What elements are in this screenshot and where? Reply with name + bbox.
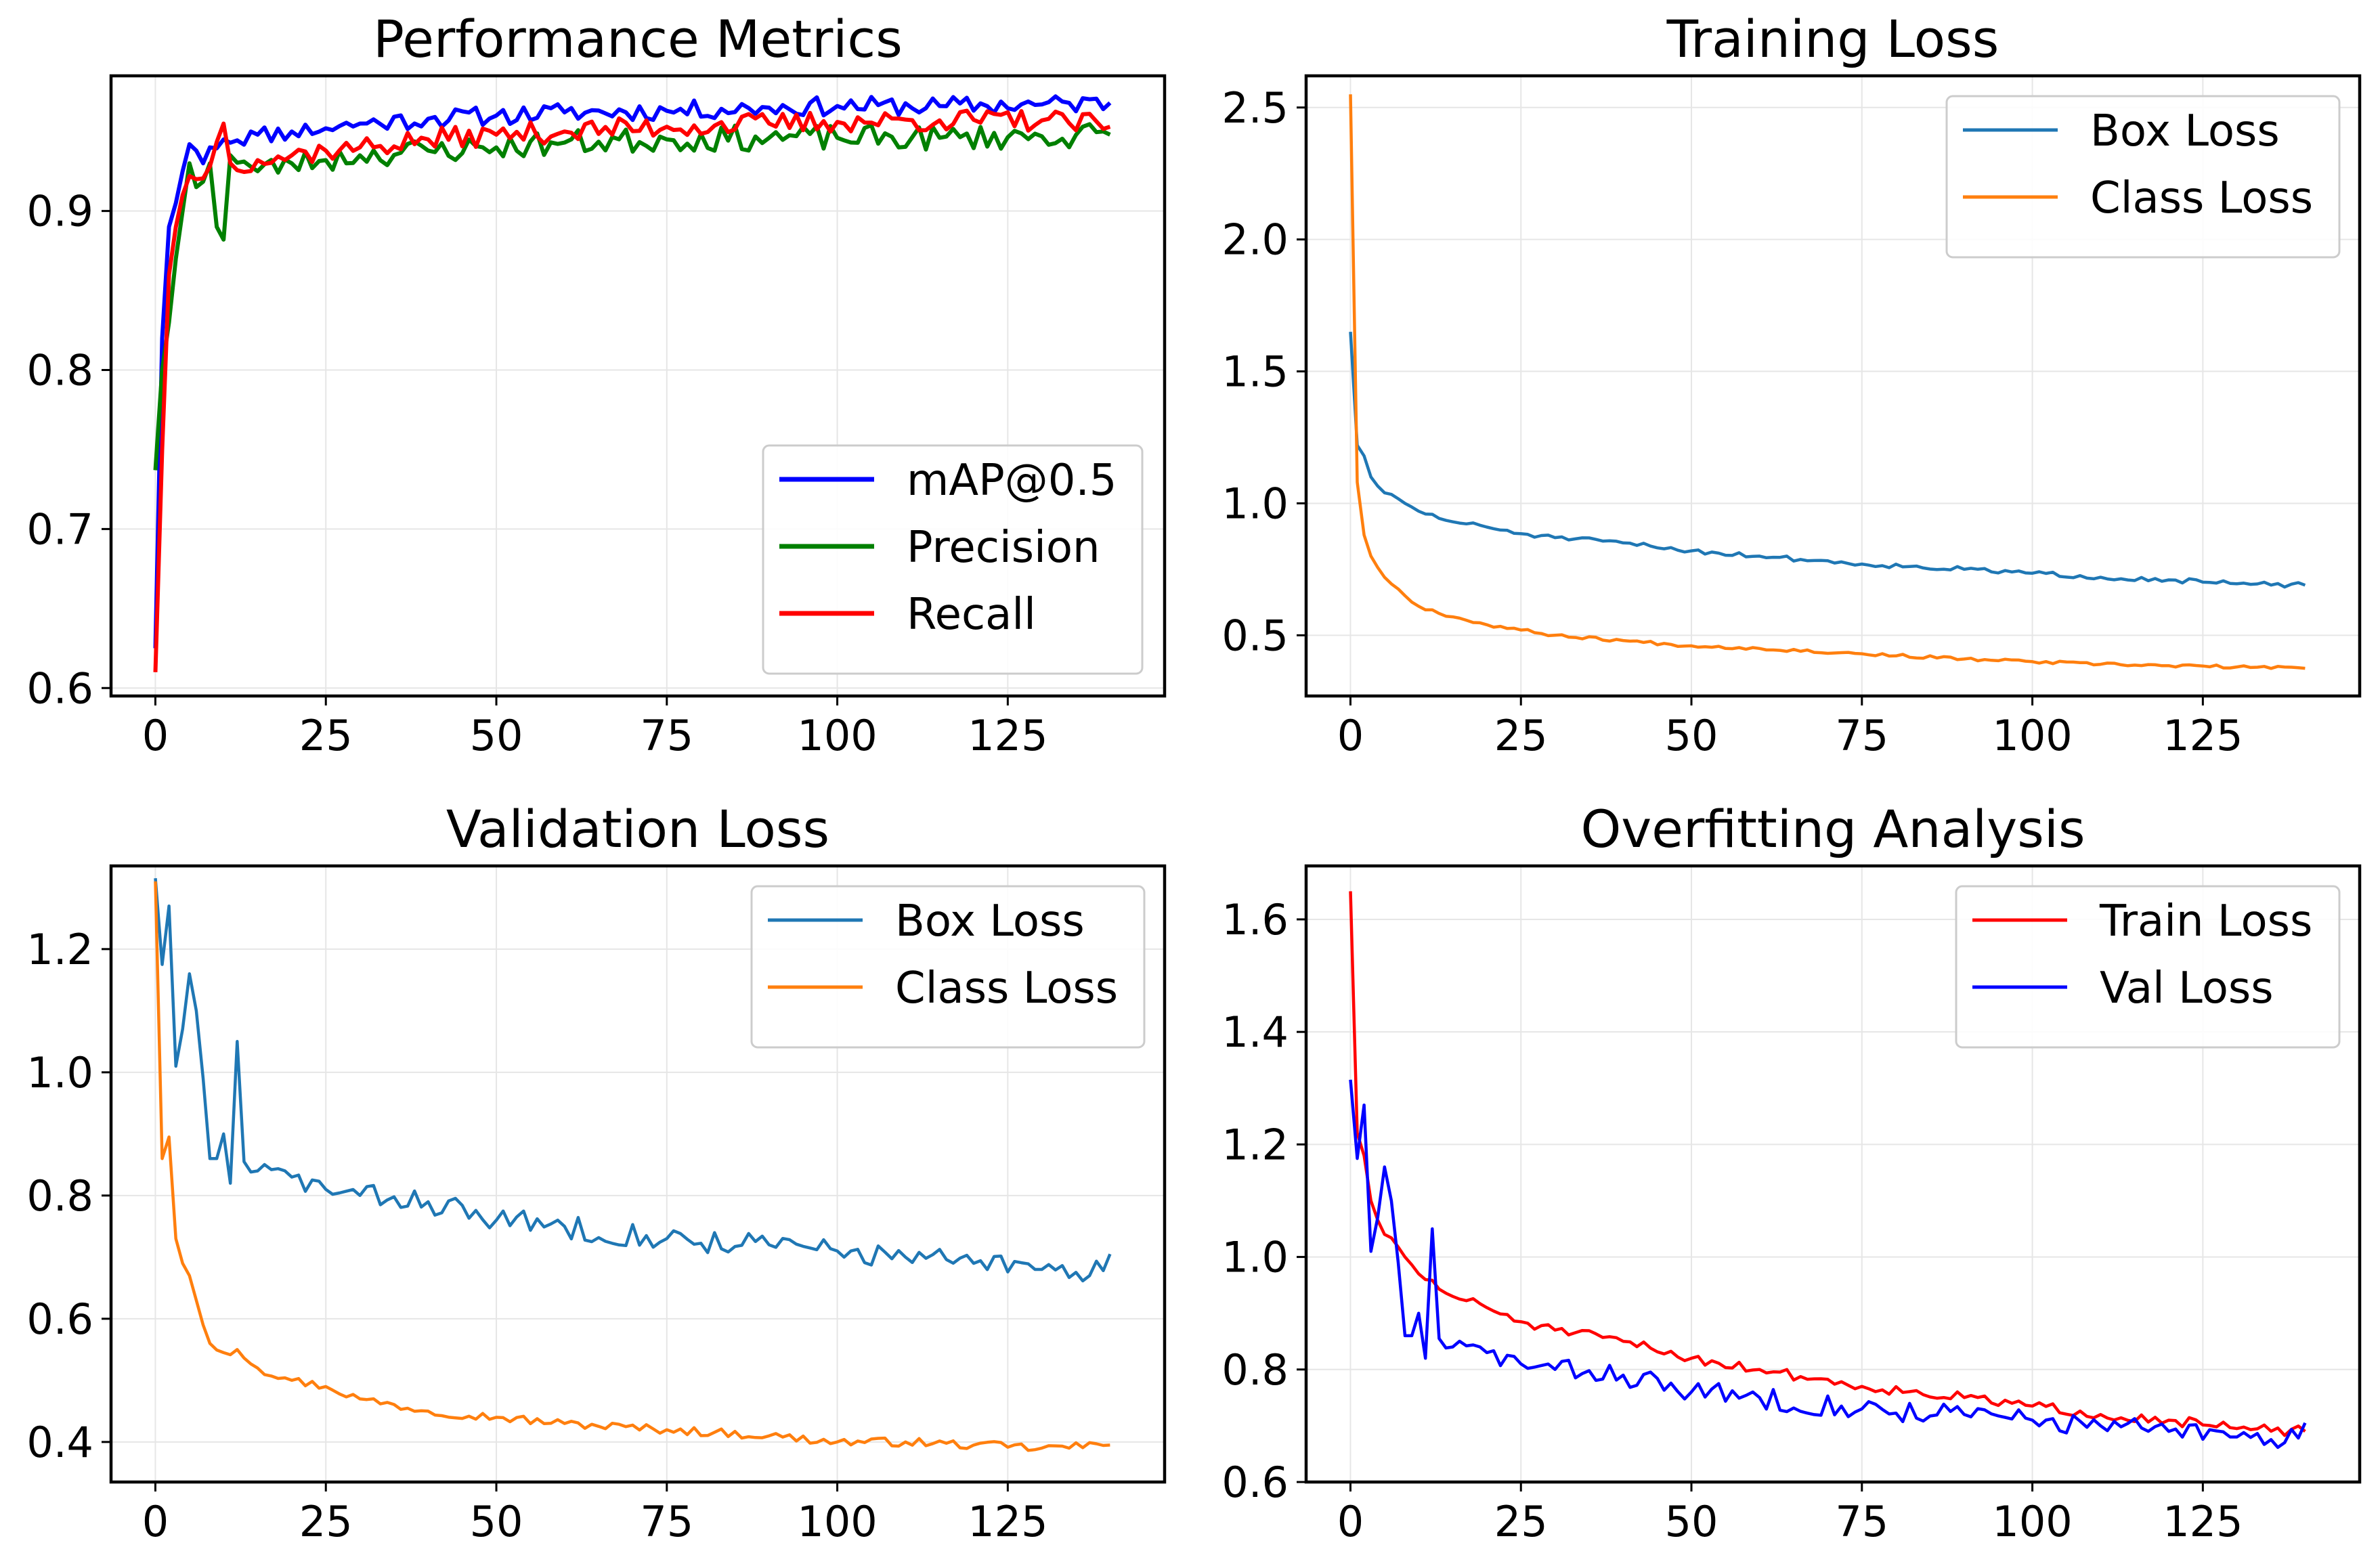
chart-title: Overfitting Analysis <box>1580 799 2085 859</box>
x-tick-label: 25 <box>1494 1497 1548 1546</box>
x-tick-label: 0 <box>142 711 169 760</box>
series-line-train-loss <box>1349 891 2306 1437</box>
subplot-1: 0 25 50 75 100 125 0.6 0.7 0.8 0.9 Performance Met… <box>26 9 1167 760</box>
y-tick-label: 1.5 <box>1221 347 1289 397</box>
x-tick-label: 0 <box>1337 1497 1364 1546</box>
series-line-class-loss <box>1349 94 2306 670</box>
y-tick-label: 0.9 <box>26 187 93 236</box>
x-tick-label: 0 <box>142 1497 169 1546</box>
x-tick-label: 125 <box>2163 1497 2243 1546</box>
y-tick-label: 0.7 <box>26 504 93 554</box>
legend-box <box>1945 95 2341 259</box>
x-tick-label: 50 <box>1665 1497 1718 1546</box>
legend-label: Box Loss <box>2090 106 2280 156</box>
series-line-class-loss <box>154 881 1110 1452</box>
y-tick-label: 2.5 <box>1221 83 1289 133</box>
y-tick-label: 1.0 <box>26 1048 93 1097</box>
x-tick-label: 100 <box>797 1497 877 1546</box>
x-tick-label: 50 <box>470 711 523 760</box>
y-tick-label: 0.5 <box>1221 611 1289 660</box>
x-tick-label: 125 <box>968 1497 1047 1546</box>
series-line-map-0-5 <box>153 94 1112 649</box>
legend-box <box>762 444 1144 675</box>
legend-label: mAP@0.5 <box>907 456 1117 506</box>
series-line-precision <box>153 122 1111 471</box>
x-tick-label: 125 <box>968 711 1047 760</box>
x-tick-label: 75 <box>1835 711 1888 760</box>
subplot-4: 0 25 50 75 100 125 0.6 0.8 1.0 1.2 1.4 1.6 Overfitti… <box>1221 799 2362 1546</box>
y-tick-label: 1.2 <box>26 925 93 974</box>
axes-frame <box>109 864 1167 1484</box>
legend: Box Loss Class Loss <box>1945 95 2341 259</box>
x-tick-label: 75 <box>640 1497 693 1546</box>
series-line-recall <box>153 108 1111 672</box>
x-tick-label: 100 <box>1992 711 2072 760</box>
series-line-box-loss <box>1349 331 2306 589</box>
x-tick-label: 50 <box>470 1497 523 1546</box>
y-tick-label: 1.0 <box>1221 1233 1289 1282</box>
y-tick-label: 0.6 <box>1221 1458 1289 1507</box>
x-tick-label: 25 <box>1494 711 1548 760</box>
x-tick-label: 25 <box>299 711 353 760</box>
x-tick-label: 100 <box>1992 1497 2072 1546</box>
series-line-val-loss <box>1349 1079 2307 1450</box>
x-tick-label: 75 <box>640 711 693 760</box>
x-tick-label: 125 <box>2163 711 2243 760</box>
chart-title: Validation Loss <box>446 799 829 859</box>
chart-title: Performance Metrics <box>373 9 903 69</box>
legend: Box Loss Class Loss <box>750 885 1146 1049</box>
x-tick-label: 50 <box>1665 711 1718 760</box>
y-tick-label: 1.4 <box>1221 1007 1289 1057</box>
legend-label: Class Loss <box>895 963 1118 1014</box>
x-tick-label: 25 <box>299 1497 353 1546</box>
y-tick-label: 1.2 <box>1221 1120 1289 1169</box>
y-tick-label: 2.0 <box>1221 215 1289 265</box>
legend-box <box>750 885 1146 1049</box>
chart-title: Training Loss <box>1666 9 1999 69</box>
y-tick-label: 1.0 <box>1221 479 1289 528</box>
y-tick-label: 0.8 <box>26 346 93 395</box>
x-tick-label: 100 <box>797 711 877 760</box>
y-tick-label: 0.8 <box>26 1171 93 1221</box>
subplot-2: 0 25 50 75 100 125 0.5 1.0 1.5 2.0 2.5 Training Los… <box>1221 9 2362 760</box>
y-tick-label: 0.4 <box>26 1418 93 1467</box>
y-tick-label: 0.8 <box>1221 1345 1289 1395</box>
axes-frame <box>109 74 1167 698</box>
legend-label: Box Loss <box>895 896 1085 946</box>
legend-box <box>1955 885 2341 1049</box>
legend-label: Precision <box>907 523 1100 573</box>
y-tick-label: 0.6 <box>26 1294 93 1344</box>
y-tick-label: 0.6 <box>26 663 93 713</box>
subplot-3: 0 25 50 75 100 125 0.4 0.6 0.8 1.0 1.2 Validation L… <box>26 799 1167 1546</box>
legend-label: Recall <box>907 590 1036 640</box>
x-tick-label: 75 <box>1835 1497 1888 1546</box>
legend-label: Train Loss <box>2099 896 2312 946</box>
legend: mAP@0.5 Precision Recall <box>762 444 1144 675</box>
axes-frame <box>1304 864 2362 1484</box>
y-tick-label: 1.6 <box>1221 895 1289 944</box>
legend: Train Loss Val Loss <box>1955 885 2341 1049</box>
x-tick-label: 0 <box>1337 711 1364 760</box>
axes-frame <box>1304 74 2362 698</box>
legend-label: Class Loss <box>2090 173 2313 223</box>
legend-label: Val Loss <box>2100 963 2274 1014</box>
series-line-box-loss <box>154 878 1112 1283</box>
